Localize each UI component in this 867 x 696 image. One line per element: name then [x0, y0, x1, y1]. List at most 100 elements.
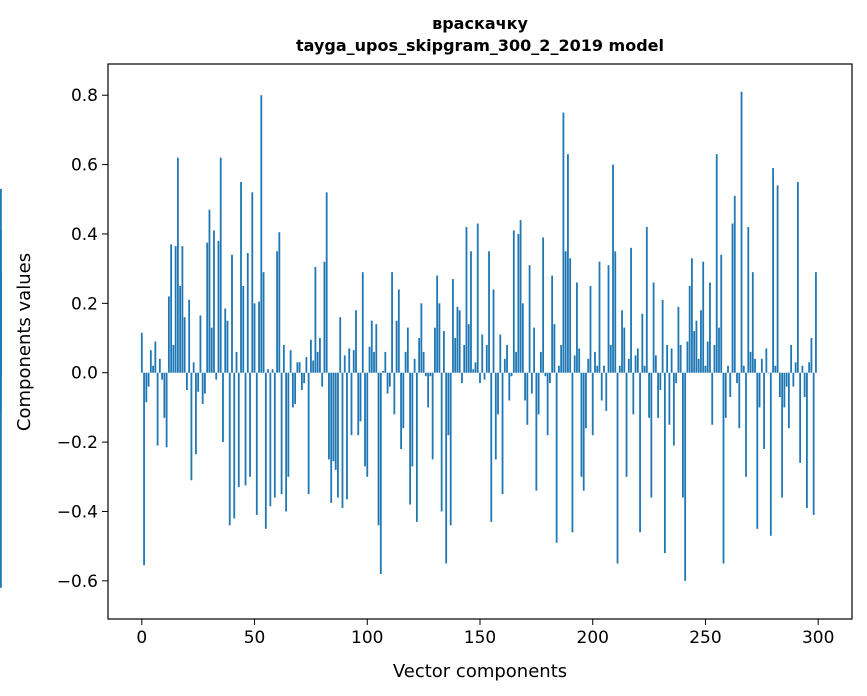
bar [754, 358, 756, 373]
bar [472, 369, 475, 373]
bar-series [0, 91, 817, 588]
bar [438, 303, 441, 373]
bar [792, 372, 795, 387]
bar [154, 341, 157, 373]
bar [812, 372, 815, 515]
bar [404, 351, 407, 373]
bar [810, 338, 813, 373]
bar [704, 365, 707, 373]
bar [539, 351, 542, 373]
bar [535, 372, 538, 491]
bar [709, 282, 711, 373]
bar [307, 372, 310, 495]
bar [242, 286, 245, 373]
bar [769, 372, 772, 536]
bar [264, 372, 267, 529]
bar [384, 351, 387, 373]
bar [781, 372, 784, 498]
bar [413, 358, 416, 373]
bar [217, 240, 220, 373]
bar [228, 372, 231, 526]
bar [603, 365, 605, 373]
bar [379, 372, 382, 574]
bar [465, 227, 468, 373]
bar [402, 372, 405, 429]
bar [246, 253, 249, 373]
bar [163, 372, 166, 418]
bar [305, 357, 308, 373]
bar [276, 251, 278, 373]
bar [208, 209, 211, 373]
bar [711, 372, 714, 425]
bar [461, 372, 463, 384]
bar [192, 362, 195, 373]
bar [158, 358, 161, 373]
bar [571, 372, 574, 533]
bar [639, 372, 641, 533]
bar [370, 320, 373, 373]
bar [253, 303, 256, 373]
bar [783, 372, 786, 408]
bar [654, 355, 657, 373]
bar [672, 372, 675, 446]
bar [260, 95, 263, 373]
bar [578, 348, 581, 373]
bar [661, 299, 664, 373]
plot-frame [107, 63, 853, 620]
bar [406, 327, 409, 373]
bar [278, 232, 281, 373]
bar [742, 365, 745, 373]
bar [614, 251, 617, 373]
bar [815, 272, 817, 373]
bar [569, 258, 572, 373]
bar [722, 372, 725, 564]
bar [598, 261, 601, 373]
bar [643, 365, 646, 373]
bar [296, 362, 299, 373]
bar [521, 303, 524, 373]
bar [310, 339, 312, 373]
bar [659, 372, 662, 391]
bar [808, 362, 811, 373]
bar [328, 372, 330, 460]
y-tick-label: 0.4 [71, 225, 98, 245]
bar [641, 313, 644, 373]
bar [675, 372, 678, 384]
bar [262, 272, 265, 373]
bar [682, 372, 684, 498]
bar [235, 351, 238, 373]
bar [499, 334, 502, 373]
bar [463, 344, 466, 373]
bar [519, 220, 522, 373]
bar [691, 258, 693, 373]
bar [517, 233, 520, 373]
y-tick-label: −0.6 [57, 572, 98, 592]
bar [140, 332, 143, 373]
bar [488, 251, 490, 373]
bar [395, 320, 398, 373]
bar [188, 299, 191, 373]
bar [312, 360, 315, 373]
y-axis-ticks: −0.6 −0.4 −0.2 0.0 0.2 0.4 0.6 0.8 [57, 86, 108, 592]
bar [377, 372, 380, 526]
bar [434, 327, 436, 373]
bar [366, 372, 369, 477]
bar [530, 372, 533, 394]
bar [339, 317, 342, 373]
bar [391, 272, 393, 373]
bar [206, 242, 209, 373]
bar [596, 365, 599, 373]
bar [319, 338, 321, 373]
bar [506, 344, 508, 373]
bar [553, 324, 556, 373]
bar [174, 246, 177, 373]
bar [474, 362, 477, 373]
bar [237, 372, 240, 488]
bar [573, 355, 576, 373]
bar [355, 310, 357, 373]
bar [368, 346, 371, 373]
bar [449, 372, 452, 526]
bar [627, 358, 630, 373]
bar [219, 157, 222, 373]
bar [481, 334, 484, 373]
